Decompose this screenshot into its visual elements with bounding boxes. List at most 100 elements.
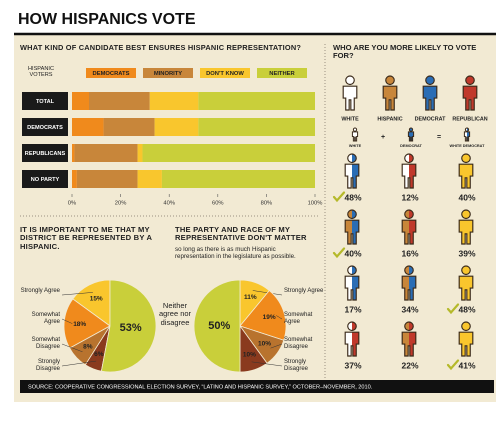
figure-body: [459, 220, 467, 245]
y-tick-label: TOTAL: [36, 99, 55, 105]
figure-body: [409, 276, 416, 301]
value-label: 34%: [401, 304, 418, 314]
x-tick-label: 0%: [68, 201, 76, 207]
bar-segment: [89, 92, 150, 110]
figure-head: [347, 322, 353, 331]
figure-body: [402, 220, 410, 245]
figure-head: [408, 127, 414, 132]
figure-half: [402, 154, 410, 189]
figure: [401, 153, 417, 189]
figure-outline: [344, 153, 360, 189]
value-label: 17%: [344, 304, 361, 314]
value-label: 37%: [344, 360, 361, 370]
figure-half: [466, 322, 473, 357]
figure-body: [470, 86, 477, 111]
figure-head: [345, 75, 355, 86]
figure-body: [459, 276, 467, 301]
figure-head: [404, 265, 414, 276]
figure-half: [352, 266, 359, 301]
figure-half: [390, 76, 397, 111]
category-label: Somewhat Disagree: [284, 337, 313, 350]
bar-segment: [137, 144, 143, 162]
figure-body: [466, 164, 473, 189]
figure: [382, 75, 398, 111]
figure-head: [404, 321, 414, 332]
figure: [458, 321, 474, 357]
key-label: HISPANIC: [377, 116, 402, 122]
leader-line: [61, 292, 93, 296]
figure-head: [409, 266, 414, 275]
figure-half: [402, 322, 410, 357]
figure-outline: [401, 321, 417, 357]
figure-body: [458, 163, 474, 189]
category-box: [22, 170, 68, 188]
value-label: 16%: [401, 248, 418, 258]
figure-outline: [458, 209, 474, 245]
figure-body: [401, 219, 417, 245]
figure-head: [385, 76, 391, 85]
category-label: Strongly Disagree: [35, 359, 60, 372]
figure-half: [459, 154, 467, 189]
figure-body: [344, 219, 360, 245]
chart-title: THE PARTY AND RACE OF MY REPRESENTATIVE …: [175, 225, 307, 243]
figure-body: [459, 332, 467, 357]
figure-head: [347, 153, 357, 164]
legend-swatch: [86, 68, 136, 78]
winner-check: [332, 191, 346, 203]
figure-body: [401, 275, 417, 301]
figure-half: [463, 76, 471, 111]
figure-body: [351, 131, 359, 142]
equation-label: WHITE: [349, 144, 362, 148]
leader-line: [61, 318, 73, 324]
figure-half: [470, 76, 477, 111]
figure: [344, 209, 360, 245]
legend-label: DON'T KNOW: [206, 71, 244, 77]
figure-half: [466, 210, 473, 245]
figure: [407, 127, 415, 142]
x-tick-label: 60%: [212, 201, 224, 207]
figure-body: [352, 220, 359, 245]
equation-operator: =: [437, 134, 441, 141]
equation-operator: +: [381, 134, 385, 141]
figure-body: [409, 164, 416, 189]
figure-body: [344, 331, 360, 357]
legend-label: DEMOCRATS: [93, 71, 130, 77]
figure-half: [459, 322, 467, 357]
figure-outline: [342, 75, 358, 111]
value-label: 6%: [94, 351, 104, 358]
figure-outline: [401, 209, 417, 245]
figure-head: [461, 322, 467, 331]
figure-head: [461, 210, 467, 219]
bar-segment: [72, 144, 75, 162]
figure-outline: [344, 209, 360, 245]
figure-body: [423, 86, 431, 111]
figure-head: [404, 209, 414, 220]
figure-head: [352, 154, 357, 163]
figure-head: [350, 76, 355, 85]
bar-segment: [198, 92, 315, 110]
figure-head: [425, 75, 435, 86]
bar-segment: [103, 118, 155, 136]
key-label: WHITE: [341, 116, 359, 122]
category-label: Strongly Agree: [284, 288, 324, 294]
leader-line: [251, 361, 283, 367]
figure: [458, 153, 474, 189]
value-label: 11%: [244, 294, 257, 301]
figure-outline: [462, 75, 478, 111]
figure-head: [385, 75, 395, 86]
figure: [422, 75, 438, 111]
bar-segment: [161, 170, 315, 188]
figure: [344, 153, 360, 189]
category-label: Somewhat Disagree: [31, 337, 60, 350]
figure-head: [470, 76, 475, 85]
figure-half: [383, 76, 391, 111]
figure-half: [409, 154, 416, 189]
figure-body: [342, 85, 358, 111]
figure-body: [352, 332, 359, 357]
key-label: REPUBLICAN: [452, 116, 487, 122]
figure-half: [350, 76, 357, 111]
figure-head: [352, 322, 357, 331]
figure-outline: [422, 75, 438, 111]
leader-line: [61, 343, 83, 353]
figure-half: [423, 76, 431, 111]
